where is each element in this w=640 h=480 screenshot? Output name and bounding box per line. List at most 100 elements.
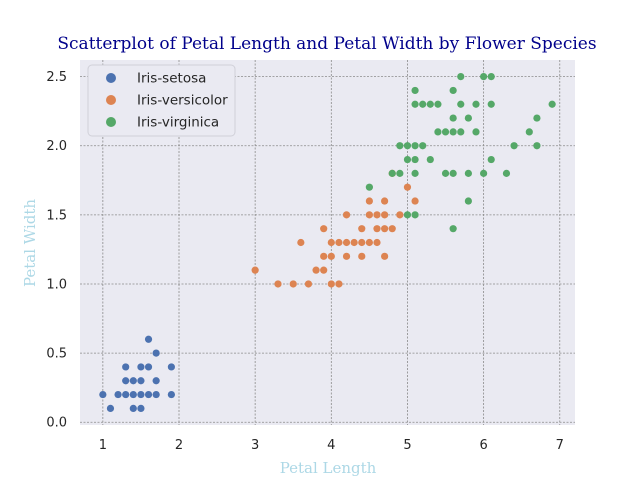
data-point [342,252,351,260]
data-point [411,197,419,205]
data-point [365,197,373,205]
data-point [396,169,404,177]
data-point [441,169,450,177]
data-point [327,252,335,260]
data-point [434,100,442,108]
data-point [144,363,153,371]
data-point [289,280,297,288]
data-point [502,169,511,177]
data-point [487,155,495,164]
data-point [304,280,313,288]
data-point [320,252,328,260]
y-axis-ticks: 0.0 0.5 1.0 1.5 2.0 2.5 [46,70,67,431]
data-point [342,211,351,219]
data-point [373,238,381,247]
data-point [99,390,107,399]
data-point [403,183,412,191]
y-tick-label: 2.5 [46,70,67,85]
data-point [510,142,518,150]
data-point [335,238,343,247]
y-tick-label: 2.0 [46,139,67,154]
data-point [525,128,533,136]
data-point [144,390,153,399]
data-point [358,225,366,233]
y-tick-label: 0.5 [46,347,67,362]
chart-title: Scatterplot of Petal Length and Petal Wi… [57,34,596,54]
data-point [381,197,389,205]
data-point [480,169,488,177]
data-point [419,100,427,108]
data-point [464,197,472,205]
data-point [122,363,130,371]
x-axis-ticks: 1 2 3 4 5 6 7 [99,438,564,453]
data-point [342,238,351,247]
data-point [472,100,480,108]
data-point [449,128,457,136]
y-tick-label: 0.0 [46,416,67,431]
data-point [411,100,419,108]
data-point [396,142,404,150]
x-tick-label: 6 [479,438,487,453]
data-point [449,86,457,95]
data-point [152,390,160,399]
data-point [152,349,160,357]
data-point [403,211,412,219]
data-point [426,155,434,164]
data-point [297,238,305,247]
data-point [388,225,396,233]
data-point [411,142,419,150]
data-point [411,86,419,95]
data-point [457,72,465,81]
x-tick-label: 1 [99,438,107,453]
series-iris-versicolor [251,169,419,288]
data-point [548,100,556,108]
data-point [426,100,434,108]
data-point [327,238,335,247]
data-point [449,169,457,177]
x-tick-label: 3 [251,438,259,453]
data-point [441,128,450,136]
data-point [381,225,389,233]
data-point [129,390,137,399]
data-point [472,128,480,136]
data-point [403,155,412,164]
data-point [373,211,381,219]
data-point [487,100,495,108]
data-point [396,211,404,219]
data-point [449,225,457,233]
data-point [365,238,373,247]
data-point [144,335,153,343]
data-point [137,390,145,399]
legend-label-virginica: Iris-virginica [137,115,219,131]
data-point [533,114,541,122]
legend: Iris-setosa Iris-versicolor Iris-virgini… [87,64,236,137]
data-point [312,266,320,274]
data-point [350,238,358,247]
data-point [411,169,419,177]
data-point [129,404,137,413]
data-point [358,238,366,247]
data-point [480,72,488,81]
data-point [274,280,282,288]
data-point [403,142,412,150]
data-point [358,252,366,260]
data-point [152,377,160,385]
data-point [320,266,328,274]
x-axis-label: Petal Length [280,459,377,477]
data-point [137,377,145,385]
legend-label-versicolor: Iris-versicolor [137,93,228,109]
data-point [381,211,389,219]
x-tick-label: 4 [327,438,335,453]
data-point [327,280,335,288]
x-tick-label: 5 [403,438,411,453]
series-iris-setosa [99,335,175,413]
data-point [419,142,427,150]
data-point [137,363,145,371]
data-point [411,155,419,164]
data-point [434,128,442,136]
data-points [99,72,556,413]
data-point [457,128,465,136]
legend-marker-setosa [106,73,116,83]
data-point [365,183,373,191]
y-tick-label: 1.5 [46,208,67,223]
